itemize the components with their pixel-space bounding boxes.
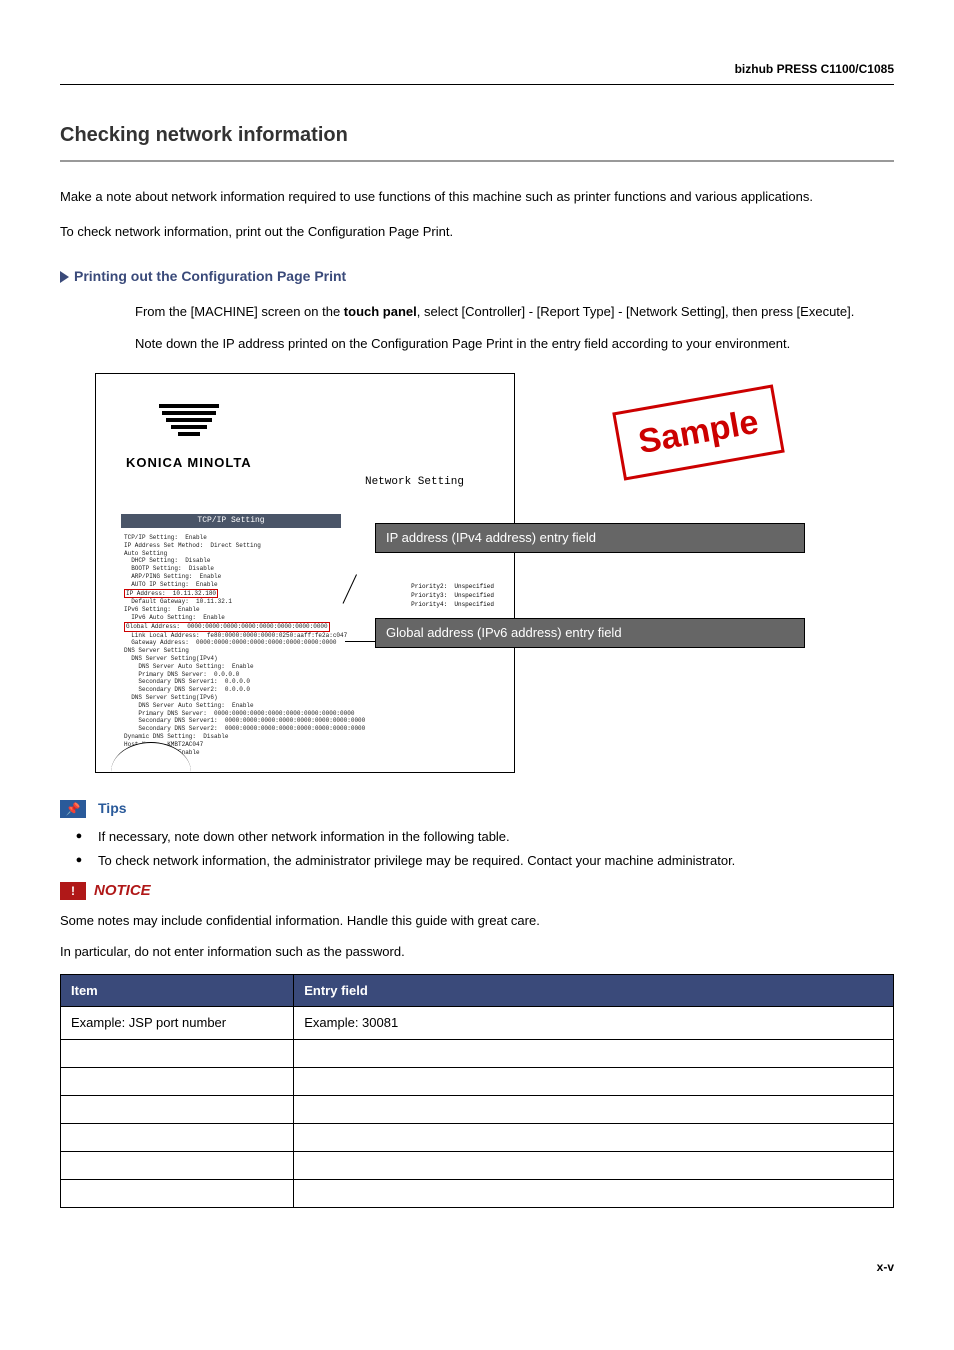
td-example-entry: Example: 30081 [294,1007,894,1040]
td-blank[interactable] [61,1179,294,1207]
tips-text-2: To check network information, the admini… [98,851,735,871]
logo-text: KONICA MINOLTA [126,453,252,473]
tips-item-1: ●If necessary, note down other network i… [60,827,894,847]
config-top: TCP/IP Setting: Enable IP Address Set Me… [124,534,261,588]
step-block: From the [MACHINE] screen on the touch p… [135,302,894,353]
th-entry: Entry field [294,974,894,1007]
sample-stamp: Sample [612,384,784,480]
notice-icon: ! [60,882,86,900]
td-blank[interactable] [294,1039,894,1067]
config-bottom: Link Local Address: fe80:0000:0000:0000:… [124,632,365,756]
intro-paragraph-2: To check network information, print out … [60,222,894,242]
step-bold: touch panel [344,304,417,319]
notice-text-1: Some notes may include confidential info… [60,911,894,931]
td-blank[interactable] [294,1123,894,1151]
figure-container: KONICA MINOLTA Network Setting TCP/IP Se… [95,373,815,773]
main-heading: Checking network information [60,120,894,150]
step-text: From the [MACHINE] screen on the touch p… [135,302,894,322]
step-suffix: , select [Controller] - [Report Type] - … [417,304,855,319]
tips-item-2: ●To check network information, the admin… [60,851,894,871]
config-global-highlight: Global Address: 0000:0000:0000:0000:0000… [124,622,330,632]
notice-label: NOTICE [94,880,151,903]
config-text-block: TCP/IP Setting: Enable IP Address Set Me… [124,534,365,756]
note-text: Note down the IP address printed on the … [135,334,894,354]
td-blank[interactable] [61,1095,294,1123]
td-blank[interactable] [61,1039,294,1067]
heading-divider [60,160,894,162]
tips-label: Tips [98,798,127,819]
logo-box: KONICA MINOLTA [126,404,252,472]
network-setting-label: Network Setting [365,474,464,491]
info-table: Item Entry field Example: JSP port numbe… [60,974,894,1208]
table-header-row: Item Entry field [61,974,894,1007]
tips-row: 📌 Tips [60,798,894,819]
tips-list: ●If necessary, note down other network i… [60,827,894,870]
sub-heading: Printing out the Configuration Page Prin… [74,266,346,287]
leader-line-2 [345,641,375,642]
table-row-blank [61,1039,894,1067]
td-blank[interactable] [61,1151,294,1179]
td-example-item: Example: JSP port number [61,1007,294,1040]
notice-text-2: In particular, do not enter information … [60,942,894,962]
config-page-sample: KONICA MINOLTA Network Setting TCP/IP Se… [95,373,515,773]
triangle-icon [60,271,69,283]
td-blank[interactable] [61,1123,294,1151]
td-blank[interactable] [294,1151,894,1179]
bullet-icon: ● [60,851,98,871]
logo-lines-icon [159,404,219,439]
tcpip-bar: TCP/IP Setting [121,514,341,528]
table-row-example: Example: JSP port number Example: 30081 [61,1007,894,1040]
callout-ipv4: IP address (IPv4 address) entry field [375,523,805,553]
tips-icon: 📌 [60,800,86,818]
header-product: bizhub PRESS C1100/C1085 [60,60,894,78]
table-row-blank [61,1151,894,1179]
table-row-blank [61,1095,894,1123]
callout-ipv6: Global address (IPv6 address) entry fiel… [375,618,805,648]
td-blank[interactable] [294,1179,894,1207]
table-row-blank [61,1067,894,1095]
th-item: Item [61,974,294,1007]
pin-icon: 📌 [66,800,81,818]
td-blank[interactable] [294,1095,894,1123]
step-prefix: From the [MACHINE] screen on the [135,304,344,319]
priority-block: Priority2: Unspecified Priority3: Unspec… [411,582,494,609]
table-row-blank [61,1179,894,1207]
td-blank[interactable] [61,1067,294,1095]
notice-row: ! NOTICE [60,880,894,903]
td-blank[interactable] [294,1067,894,1095]
sub-heading-row: Printing out the Configuration Page Prin… [60,266,894,287]
footer-page-number: x-v [60,1258,894,1276]
config-mid: Default Gateway: 10.11.32.1 IPv6 Setting… [124,598,232,621]
config-ip-highlight: IP Address: 10.11.32.180 [124,589,218,599]
tips-text-1: If necessary, note down other network in… [98,827,510,847]
intro-paragraph-1: Make a note about network information re… [60,187,894,207]
bullet-icon: ● [60,827,98,847]
table-row-blank [61,1123,894,1151]
header-rule [60,84,894,85]
